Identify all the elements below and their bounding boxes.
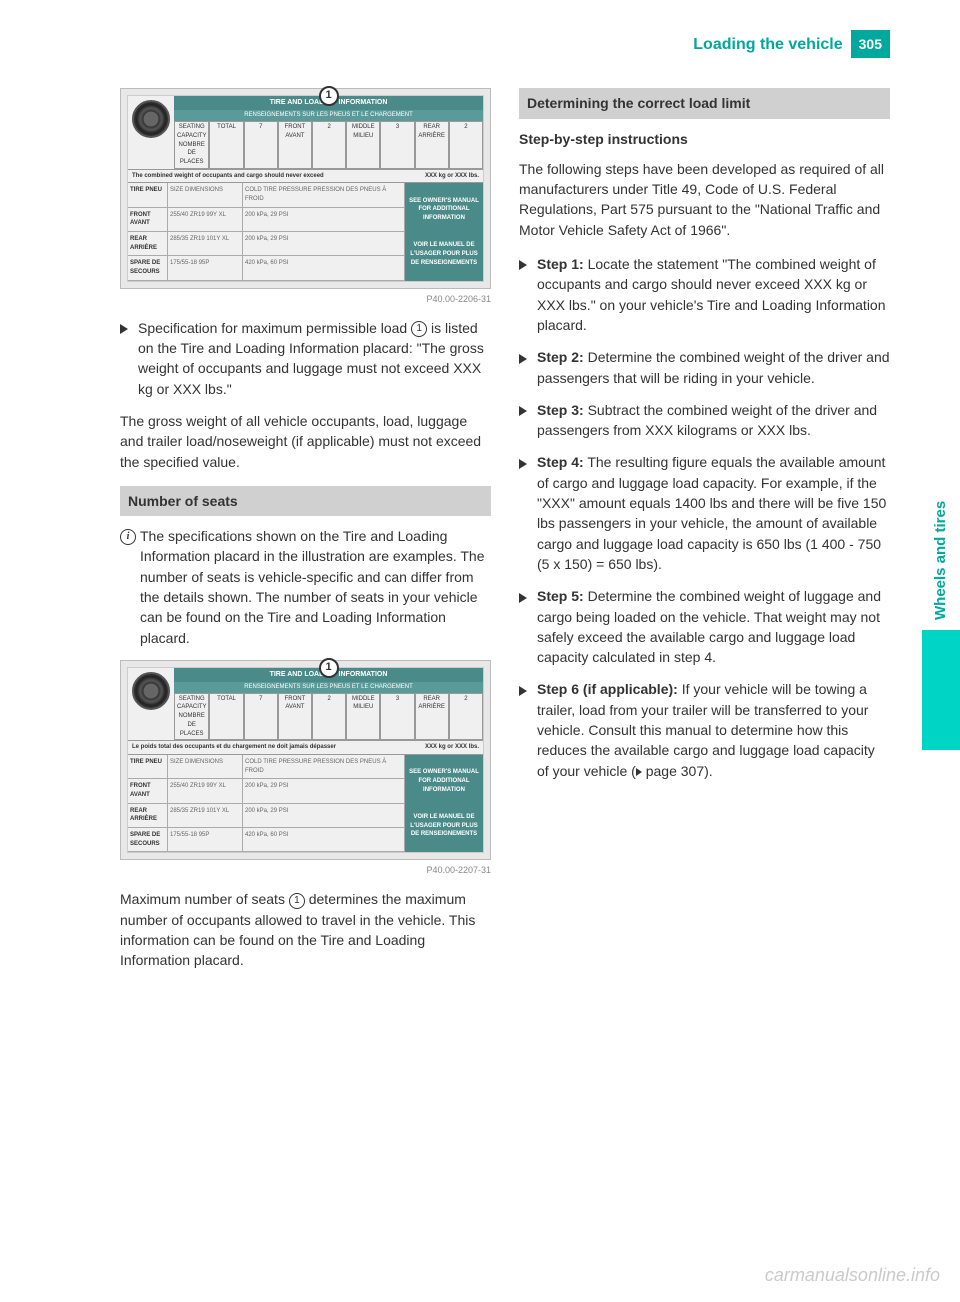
side-tab-label: Wheels and tires xyxy=(922,490,960,630)
left-column: 1 TIRE AND LOADING INFORMATION RENSEIGNE… xyxy=(120,88,491,984)
step-1: Step 1: Locate the statement "The combin… xyxy=(519,254,890,335)
spec-bullet: Specification for maximum permissible lo… xyxy=(120,318,491,399)
info-block: i The specifications shown on the Tire a… xyxy=(120,526,491,648)
wheel-icon xyxy=(132,672,170,710)
table-row: REAR ARRIÈRE 285/35 ZR19 101Y XL 200 kPa… xyxy=(128,804,405,828)
page-number: 305 xyxy=(851,30,890,58)
watermark: carmanualsonline.info xyxy=(765,1262,940,1288)
section-load-limit: Determining the correct load limit xyxy=(519,88,890,118)
header-title: Loading the vehicle xyxy=(693,33,842,56)
bullet-triangle-icon xyxy=(519,347,537,388)
page-container: Loading the vehicle 305 1 TIRE AND LOADI… xyxy=(0,0,960,1302)
table-row: SPARE DE SECOURS 175/55-18 95P 420 kPa, … xyxy=(128,256,405,280)
callout-1: 1 xyxy=(319,658,339,678)
ref-circled-1: 1 xyxy=(411,321,427,337)
placard-side-note: SEE OWNER'S MANUAL FOR ADDITIONAL INFORM… xyxy=(405,183,483,281)
intro-text: The following steps have been developed … xyxy=(519,159,890,240)
section-number-of-seats: Number of seats xyxy=(120,486,491,516)
weight-row: The combined weight of occupants and car… xyxy=(128,169,483,184)
table-row: REAR ARRIÈRE 285/35 ZR19 101Y XL 200 kPa… xyxy=(128,232,405,256)
placard-ref-2: P40.00-2207-31 xyxy=(120,864,491,877)
info-icon: i xyxy=(120,526,140,648)
right-column: Determining the correct load limit Step-… xyxy=(519,88,890,984)
callout-1: 1 xyxy=(319,86,339,106)
placard-ref-1: P40.00-2206-31 xyxy=(120,293,491,306)
bullet-triangle-icon xyxy=(519,452,537,574)
max-seats-text: Maximum number of seats 1 determines the… xyxy=(120,889,491,970)
step-3: Step 3: Subtract the combined weight of … xyxy=(519,400,890,441)
table-row: FRONT AVANT 255/40 ZR19 99Y XL 200 kPa, … xyxy=(128,779,405,803)
bullet-triangle-icon xyxy=(519,400,537,441)
side-tab: Wheels and tires xyxy=(922,490,960,750)
bullet-triangle-icon xyxy=(519,679,537,780)
placard-table: TIRE PNEU SIZE DIMENSIONS COLD TIRE PRES… xyxy=(128,183,483,281)
seating-row: SEATING CAPACITY NOMBRE DE PLACES TOTAL … xyxy=(174,121,483,168)
gross-weight-text: The gross weight of all vehicle occupant… xyxy=(120,411,491,472)
bullet-triangle-icon xyxy=(519,254,537,335)
step-2: Step 2: Determine the combined weight of… xyxy=(519,347,890,388)
tire-placard-image-1: 1 TIRE AND LOADING INFORMATION RENSEIGNE… xyxy=(120,88,491,288)
bullet-triangle-icon xyxy=(519,586,537,667)
table-row: SPARE DE SECOURS 175/55-18 95P 420 kPa, … xyxy=(128,828,405,852)
content-columns: 1 TIRE AND LOADING INFORMATION RENSEIGNE… xyxy=(120,88,890,984)
step-5: Step 5: Determine the combined weight of… xyxy=(519,586,890,667)
side-tab-color-block xyxy=(922,630,960,750)
subheading-steps: Step-by-step instructions xyxy=(519,129,890,149)
step-6: Step 6 (if applicable): If your vehicle … xyxy=(519,679,890,780)
placard-subtitle: RENSEIGNEMENTS SUR LES PNEUS ET LE CHARG… xyxy=(174,110,483,121)
page-header: Loading the vehicle 305 xyxy=(120,30,890,58)
spec-text: Specification for maximum permissible lo… xyxy=(138,318,491,399)
ref-circled-1: 1 xyxy=(289,893,305,909)
step-4: Step 4: The resulting figure equals the … xyxy=(519,452,890,574)
tire-placard-image-2: 1 TIRE AND LOADING INFORMATION RENSEIGNE… xyxy=(120,660,491,860)
info-text: The specifications shown on the Tire and… xyxy=(140,526,491,648)
table-row: FRONT AVANT 255/40 ZR19 99Y XL 200 kPa, … xyxy=(128,208,405,232)
wheel-icon xyxy=(132,100,170,138)
bullet-triangle-icon xyxy=(120,318,138,399)
